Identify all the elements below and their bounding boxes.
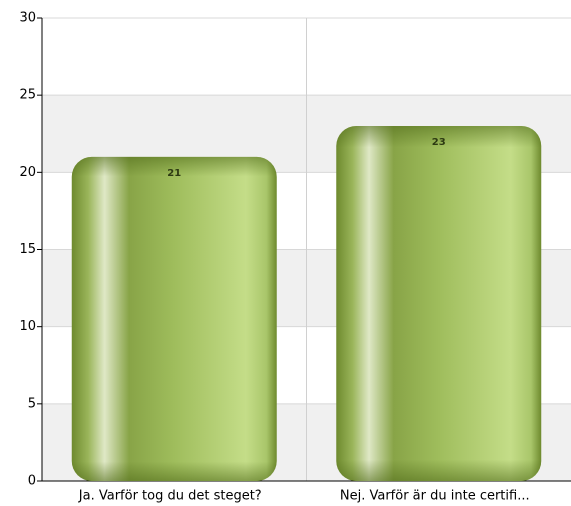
- y-tick-label: 30: [19, 11, 36, 26]
- x-tick-label: Nej. Varför är du inte certifi...: [340, 489, 530, 504]
- x-tick-label: Ja. Varför tog du det steget?: [78, 489, 262, 504]
- y-tick-label: 5: [28, 396, 36, 411]
- y-tick-label: 0: [28, 474, 36, 489]
- bar-shade: [336, 126, 542, 482]
- data-label: 23: [432, 137, 446, 148]
- y-tick-label: 20: [19, 165, 36, 180]
- y-tick-label: 15: [19, 242, 36, 257]
- bar-shade: [71, 156, 277, 481]
- y-tick-label: 10: [19, 319, 36, 334]
- data-label: 21: [167, 168, 181, 179]
- y-tick-label: 25: [19, 88, 36, 103]
